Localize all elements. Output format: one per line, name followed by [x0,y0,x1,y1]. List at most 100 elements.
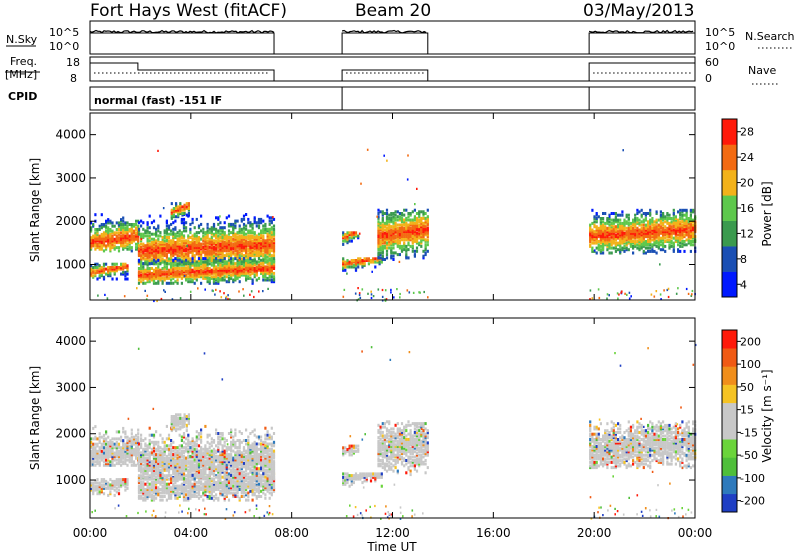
power-cell [638,210,641,214]
power-cell [167,245,171,249]
velocity-cell [215,428,218,432]
power-cell [115,239,118,243]
velocity-cell [189,461,192,465]
velocity-cell [96,442,99,446]
power-cell [627,235,630,239]
power-cell [130,229,133,233]
power-cell [677,233,680,237]
velocity-cell [225,458,228,462]
velocity-cell [94,435,97,439]
power-cell [150,247,153,251]
power-cell [672,228,675,232]
power-cell [245,224,248,228]
velocity-cell [128,456,131,460]
power-cell [407,212,410,215]
velocity-cell [94,451,97,455]
power-cell [212,249,216,253]
power-cell [193,242,196,246]
power-cell [124,241,127,245]
velocity-cell [117,488,121,492]
power-cell [191,237,194,241]
power-cell [215,258,218,262]
power-cell [406,289,409,292]
power-cell [390,256,393,260]
power-cell [668,217,671,220]
power-cell [219,215,221,218]
power-cell [217,271,220,275]
power-cell [113,269,116,273]
power-cell [123,295,126,298]
power-cell [159,245,162,249]
power-cell [215,265,218,269]
power-cell [185,267,188,270]
power-cell [272,257,276,261]
power-cell [266,271,269,275]
power-cell [627,240,630,243]
power-cell [599,221,602,225]
power-cell [628,297,631,300]
power-cell [266,255,269,259]
power-cell [638,218,641,222]
power-cell [135,236,138,240]
power-cell [599,240,602,243]
power-cell [165,242,168,246]
velocity-cell [132,460,136,464]
power-cell [175,202,178,206]
power-cell [659,263,661,266]
power-cell [124,236,127,240]
power-cell [195,244,198,248]
power-cell [217,236,220,239]
power-cell [251,281,254,285]
power-cell [595,238,598,242]
power-cell [396,241,399,245]
power-cell [92,223,95,226]
power-cell [240,217,243,221]
velocity-cell [210,465,213,469]
power-cell [619,221,622,225]
power-cell [132,229,136,233]
power-cell [409,223,412,227]
power-cell [146,222,149,226]
velocity-cell [105,430,108,434]
velocity-cell [117,460,121,464]
velocity-cell [130,428,133,432]
velocity-cell [195,439,198,442]
power-cell [230,241,233,244]
power-cell [644,226,647,230]
power-cell [270,254,273,258]
power-cell [653,230,656,234]
velocity-cell [225,449,228,453]
power-cell [181,205,184,209]
power-cell [593,217,596,220]
power-cell [679,225,682,229]
power-cell [140,245,143,249]
power-cell [612,230,615,234]
power-cell [409,233,412,237]
power-cell [342,233,345,236]
power-cell [163,267,166,270]
power-cell [614,235,617,239]
power-cell [180,260,183,264]
velocity-cell [163,440,166,444]
power-cell [390,249,393,253]
velocity-cell [126,463,129,467]
velocity-cell [230,460,233,464]
velocity-cell [204,444,207,448]
power-cell [270,271,273,275]
power-cell [264,260,267,264]
power-cell [96,262,99,266]
power-cell [178,242,181,246]
power-cell [266,249,269,253]
power-cell [94,237,97,241]
power-cell [667,287,670,290]
velocity-cell [146,468,149,472]
velocity-cell [189,447,192,451]
power-cell [227,271,231,275]
power-cell [200,260,203,264]
power-cell [255,267,258,270]
power-cell [422,256,425,260]
power-cell [187,271,190,275]
velocity-cell [208,451,211,455]
velocity-cell [142,460,145,464]
power-cell [157,244,160,248]
